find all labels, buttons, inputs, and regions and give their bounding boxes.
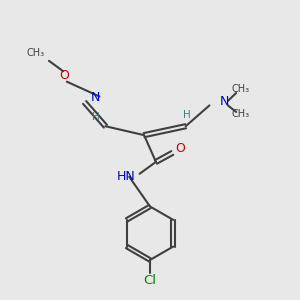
Text: O: O (59, 69, 69, 82)
Text: Cl: Cl (143, 274, 157, 287)
Text: HN: HN (117, 170, 136, 183)
Text: H: H (183, 110, 191, 120)
Text: H: H (92, 112, 100, 122)
Text: CH₃: CH₃ (26, 48, 45, 59)
Text: O: O (175, 142, 185, 155)
Text: N: N (90, 92, 100, 104)
Text: CH₃: CH₃ (232, 84, 250, 94)
Text: N: N (220, 95, 229, 108)
Text: CH₃: CH₃ (232, 109, 250, 119)
